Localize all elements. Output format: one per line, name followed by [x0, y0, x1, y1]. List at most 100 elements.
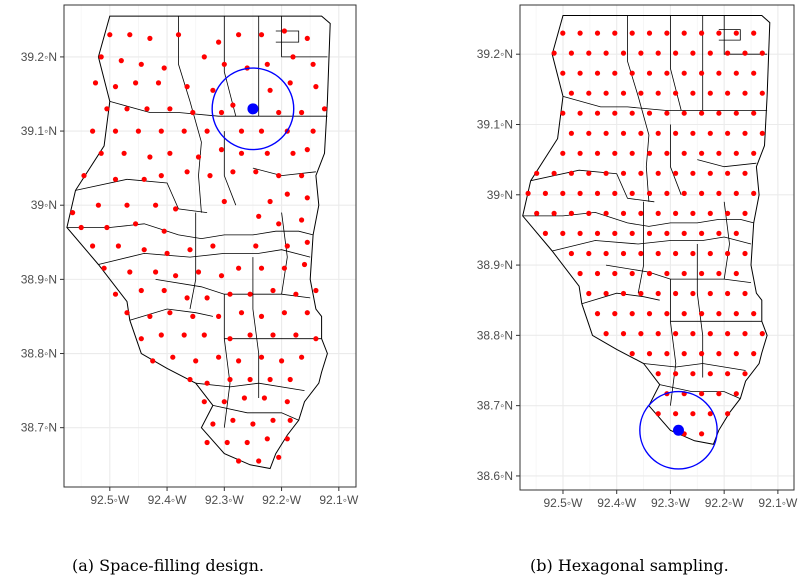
district-line	[643, 363, 746, 371]
sample-point	[98, 54, 104, 60]
sample-point	[620, 290, 627, 297]
sample-point	[742, 50, 748, 56]
sample-point	[646, 230, 653, 236]
sample-point	[751, 311, 757, 317]
district-line	[252, 167, 316, 177]
sample-point	[568, 250, 574, 257]
y-tick-label: 38.7◦N	[477, 399, 513, 413]
sample-point	[195, 154, 202, 160]
sample-point	[620, 130, 627, 136]
sample-point	[281, 28, 287, 34]
sample-point	[725, 331, 731, 337]
x-tick-label: 92.1◦W	[319, 493, 359, 507]
sample-point	[90, 128, 96, 134]
sample-point	[204, 128, 210, 134]
sample-point	[733, 270, 739, 277]
y-tick-label: 38.7◦N	[21, 421, 57, 435]
sample-point	[112, 291, 119, 297]
sample-point	[551, 170, 557, 176]
sample-point	[190, 109, 196, 116]
sample-point	[603, 210, 609, 216]
sample-point	[707, 250, 713, 257]
sample-point	[236, 265, 242, 271]
sample-point	[304, 239, 310, 245]
sample-point	[725, 170, 731, 176]
district-line	[627, 15, 650, 202]
sample-point	[167, 150, 173, 156]
sample-point	[241, 395, 247, 401]
sample-point	[612, 190, 618, 196]
sample-point	[201, 332, 207, 338]
sample-point	[193, 358, 199, 364]
panel-b-grid	[520, 5, 794, 490]
sample-point	[568, 170, 574, 176]
sample-point	[733, 110, 739, 116]
district-line	[669, 124, 682, 195]
sample-point	[127, 269, 133, 275]
sample-point	[161, 228, 167, 234]
sample-point	[299, 354, 305, 360]
district-line	[223, 16, 237, 117]
sample-point	[230, 417, 236, 423]
sample-point	[204, 380, 210, 386]
sample-point	[603, 130, 609, 136]
sample-point	[690, 210, 696, 216]
sample-point	[638, 331, 644, 337]
sample-point	[742, 290, 748, 297]
sample-point	[699, 270, 705, 277]
sample-point	[699, 150, 705, 156]
caption-b: (b) Hexagonal sampling.	[530, 556, 729, 575]
panel-a-frame	[63, 4, 357, 488]
sample-point	[612, 110, 618, 116]
sample-point	[681, 110, 687, 116]
district-line	[281, 212, 288, 295]
sample-point	[150, 358, 156, 364]
sample-point	[267, 198, 273, 205]
sample-point	[207, 173, 213, 179]
sample-point	[276, 109, 282, 116]
x-tick-label: 92.3◦W	[651, 496, 691, 510]
sample-point	[124, 202, 130, 208]
sample-point	[690, 170, 696, 176]
sample-point	[586, 130, 592, 136]
sample-point	[725, 411, 731, 417]
district-line	[223, 131, 237, 206]
sample-point	[577, 230, 583, 236]
sample-point	[733, 150, 739, 156]
sample-point	[158, 332, 164, 338]
y-tick-label: 39.1◦N	[477, 117, 513, 131]
sample-point	[690, 50, 696, 56]
sample-point	[153, 202, 159, 208]
sample-point	[620, 90, 627, 96]
sample-point	[112, 128, 119, 134]
sample-point	[299, 173, 305, 179]
sample-point	[264, 150, 270, 156]
panel-a-y-ticks: 38.7◦N 38.8◦N 38.9◦N 39◦N 39.1◦N 39.2◦N	[21, 50, 64, 435]
x-tick-label: 92.4◦W	[148, 493, 188, 507]
sample-point	[270, 417, 276, 423]
sample-point	[221, 198, 227, 205]
sample-point	[612, 150, 618, 156]
y-tick-label: 39.1◦N	[21, 124, 57, 138]
sample-point	[681, 311, 687, 317]
sample-point	[267, 87, 273, 93]
sample-point	[594, 270, 601, 277]
sample-point	[759, 90, 765, 96]
sample-point	[646, 70, 653, 76]
sample-point	[646, 150, 653, 156]
sample-point	[629, 190, 635, 196]
highlight-circle	[211, 67, 295, 151]
sample-point	[70, 210, 76, 216]
sample-point	[284, 399, 290, 405]
sample-point	[577, 190, 583, 196]
sample-point	[133, 221, 139, 227]
sample-point	[264, 436, 270, 442]
sample-point	[594, 150, 601, 156]
sample-point	[155, 80, 162, 86]
sample-point	[236, 32, 242, 38]
district-line	[669, 279, 677, 406]
sample-point	[594, 110, 601, 116]
sample-point	[673, 250, 679, 257]
sample-point	[759, 331, 765, 337]
sample-point	[586, 170, 592, 176]
